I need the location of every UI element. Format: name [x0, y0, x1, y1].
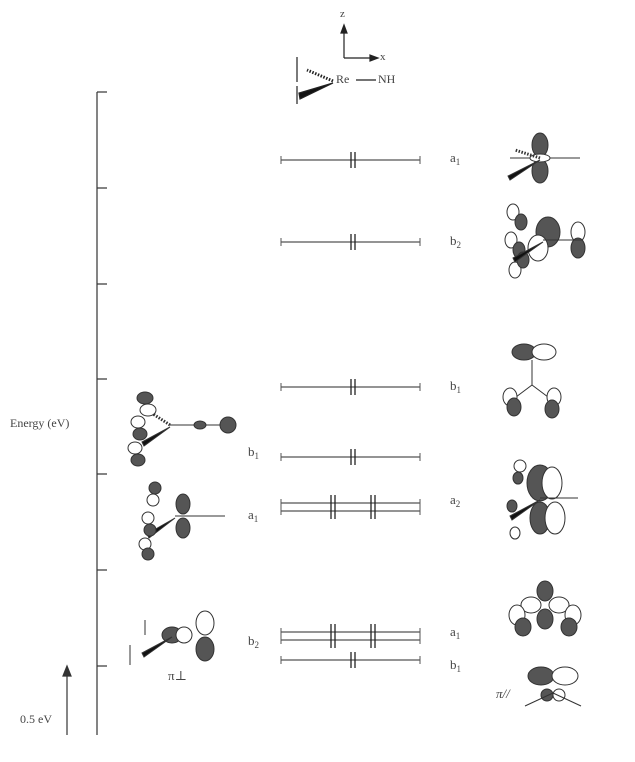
- energy-level-3: [280, 449, 421, 465]
- energy-axis: [96, 91, 107, 735]
- level-label-b1: b1: [450, 378, 461, 395]
- energy-levels: [280, 152, 421, 668]
- left-label-b2: b2: [248, 633, 259, 650]
- level-label-a1-top: a1: [450, 150, 461, 167]
- ligand-label: NH: [378, 72, 396, 86]
- energy-level-4: [280, 495, 421, 519]
- level-label-a2: a2: [450, 492, 461, 509]
- energy-axis-label: Energy (eV): [10, 416, 70, 430]
- energy-level-0: [280, 152, 421, 168]
- orbital-a1-left: [138, 481, 225, 561]
- pi-parallel-label: π//: [496, 686, 510, 701]
- energy-level-2: [280, 379, 421, 395]
- orbital-a2-right: [506, 459, 578, 540]
- orbital-b1-left: [127, 391, 237, 467]
- energy-level-1: [280, 234, 421, 250]
- level-label-a1-lower: a1: [450, 624, 461, 641]
- energy-level-6: [280, 652, 421, 668]
- left-label-a1: a1: [248, 507, 259, 524]
- orbital-pi-parallel: [524, 666, 582, 707]
- orbital-drawings: [127, 132, 586, 707]
- orbital-b1-right: [502, 343, 562, 419]
- metal-label: Re: [336, 72, 350, 86]
- orbital-b2: [504, 203, 586, 279]
- scale-arrow: [62, 664, 72, 735]
- axis-x-label: x: [380, 51, 386, 63]
- axis-z-label: z: [340, 8, 345, 20]
- energy-level-5: [280, 624, 421, 648]
- coordinate-axes: [340, 23, 380, 62]
- level-label-b1-bottom: b1: [450, 657, 461, 674]
- orbital-pi-perp: [129, 610, 215, 665]
- orbital-a1-top: [507, 132, 580, 184]
- orbital-a1-lower: [508, 580, 582, 637]
- scale-label: 0.5 eV: [20, 712, 52, 726]
- molecule-structure: [296, 57, 376, 104]
- level-label-b2: b2: [450, 233, 461, 250]
- left-label-b1: b1: [248, 444, 259, 461]
- pi-perp-label: π⊥: [168, 668, 187, 683]
